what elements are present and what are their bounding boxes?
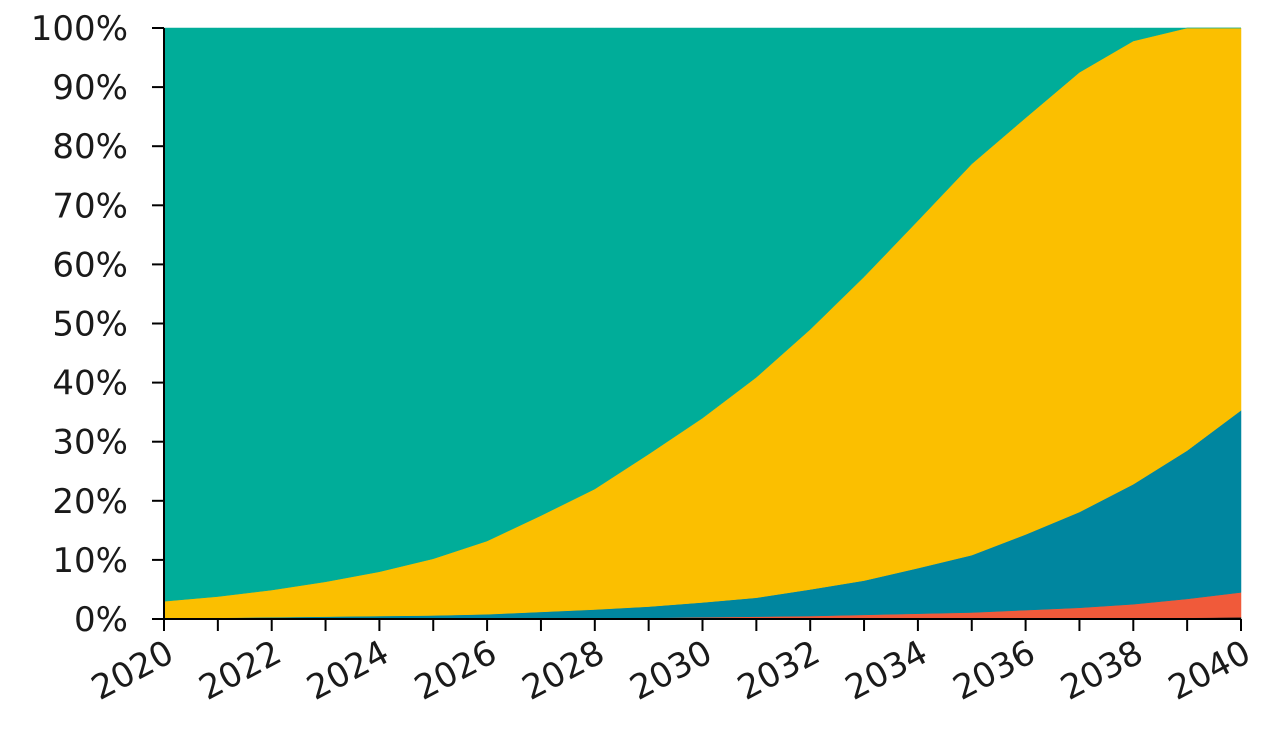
area-series-5	[163, 27, 1241, 602]
chart-areas	[163, 27, 1242, 620]
x-axis-tick-labels: 2020 2022 2024 2026 2028 2030 2032 2034 2036 2038…	[85, 633, 1257, 709]
y-tick-label: 10%	[52, 541, 128, 581]
y-tick-label: 0%	[74, 600, 128, 640]
x-tick-label: 2034	[839, 633, 934, 709]
chart-axes	[152, 27, 1242, 631]
x-tick-label: 2020	[85, 633, 180, 709]
x-tick-label: 2024	[300, 633, 395, 709]
x-tick-label: 2038	[1054, 633, 1149, 709]
x-tick-label: 2026	[408, 633, 503, 709]
y-tick-label: 90%	[52, 68, 128, 108]
y-tick-label: 40%	[52, 364, 128, 404]
y-axis-tick-labels: 0% 10% 20% 30% 40% 50% 60% 70% 80% 90% 100%	[31, 9, 128, 640]
x-tick-label: 2032	[731, 633, 826, 709]
x-tick-label: 2022	[193, 633, 288, 709]
y-tick-label: 100%	[31, 9, 128, 49]
x-tick-label: 2040	[1162, 633, 1257, 709]
x-tick-label: 2030	[624, 633, 719, 709]
y-tick-label: 60%	[52, 245, 128, 285]
y-tick-label: 80%	[52, 127, 128, 167]
x-tick-label: 2028	[516, 633, 611, 709]
y-tick-label: 70%	[52, 186, 128, 226]
y-tick-label: 20%	[52, 482, 128, 522]
x-tick-label: 2036	[947, 633, 1042, 709]
y-tick-label: 50%	[52, 305, 128, 345]
y-tick-label: 30%	[52, 423, 128, 463]
